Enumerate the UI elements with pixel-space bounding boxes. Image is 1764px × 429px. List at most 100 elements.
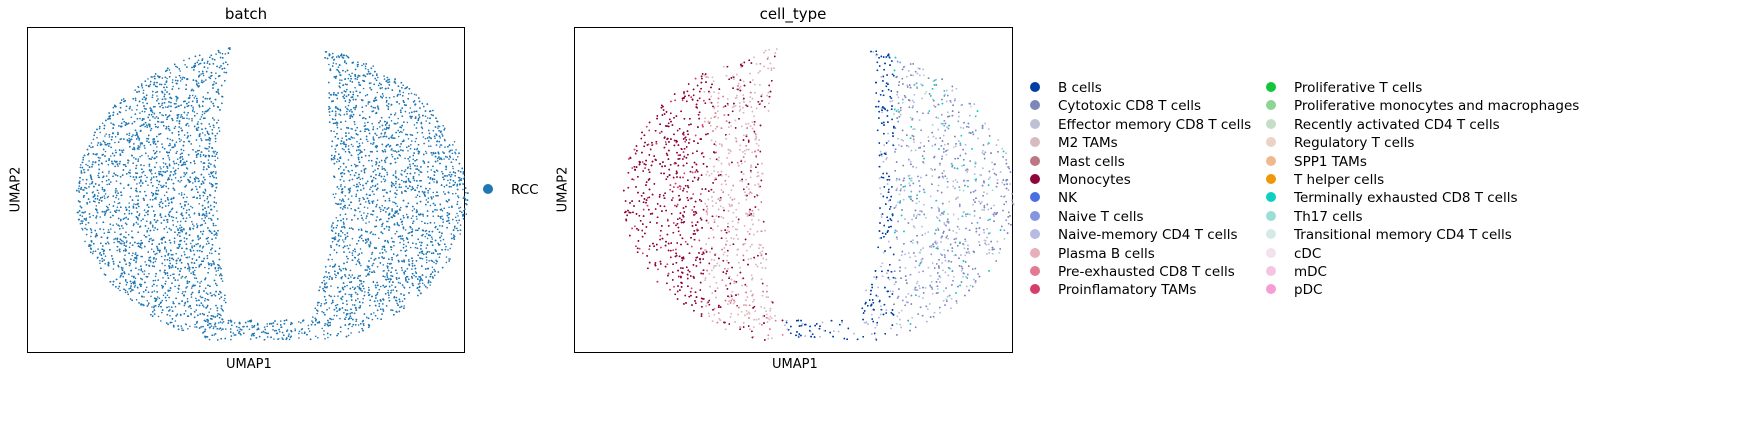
scatter-point xyxy=(365,217,368,219)
scatter-point xyxy=(105,205,108,208)
scatter-point xyxy=(187,125,190,127)
scatter-point xyxy=(82,220,84,222)
scatter-point xyxy=(174,320,177,322)
scatter-point xyxy=(363,149,366,151)
scatter-point xyxy=(144,125,146,128)
scatter-point xyxy=(115,223,118,225)
scatter-point xyxy=(415,215,418,218)
scatter-point xyxy=(343,312,345,314)
scatter-point xyxy=(117,202,119,205)
scatter-point xyxy=(392,289,395,291)
scatter-point xyxy=(99,131,101,134)
scatter-point xyxy=(341,147,344,150)
scatter-point xyxy=(182,329,185,332)
scatter-point xyxy=(419,282,421,285)
scatter-point xyxy=(409,165,412,167)
scatter-point xyxy=(381,225,383,228)
scatter-point xyxy=(225,328,227,330)
scatter-point xyxy=(381,166,384,168)
scatter-point xyxy=(396,302,398,305)
scatter-point xyxy=(273,330,276,332)
scatter-point xyxy=(99,216,101,218)
scatter-point xyxy=(167,187,170,190)
scatter-point xyxy=(307,324,310,327)
scatter-point xyxy=(175,141,178,143)
scatter-point xyxy=(162,162,165,164)
scatter-point xyxy=(371,165,374,167)
scatter-point xyxy=(168,163,171,165)
scatter-point xyxy=(358,142,361,145)
legend-marker-icon xyxy=(1030,82,1040,92)
scatter-point xyxy=(166,77,168,80)
scatter-point xyxy=(103,195,106,197)
scatter-point xyxy=(425,120,428,122)
scatter-point xyxy=(130,116,133,119)
scatter-point xyxy=(358,331,361,333)
scatter-point xyxy=(164,264,166,267)
scatter-point xyxy=(387,79,389,81)
legend-label: cDC xyxy=(1294,245,1322,262)
scatter-point xyxy=(428,260,431,262)
scatter-point xyxy=(164,106,167,108)
scatter-point xyxy=(112,106,115,109)
scatter-point xyxy=(365,201,367,203)
scatter-point xyxy=(378,237,380,239)
scatter-point xyxy=(213,234,215,236)
scatter-point xyxy=(465,191,467,194)
scatter-point xyxy=(344,267,347,270)
scatter-point xyxy=(450,185,453,188)
legend-label: SPP1 TAMs xyxy=(1294,153,1367,170)
scatter-point xyxy=(168,159,171,161)
scatter-point xyxy=(110,228,112,230)
scatter-point xyxy=(125,231,127,233)
scatter-point xyxy=(424,150,427,153)
scatter-point xyxy=(339,114,342,116)
scatter-point xyxy=(95,222,98,224)
scatter-point xyxy=(150,295,152,298)
scatter-point xyxy=(442,238,445,241)
scatter-point xyxy=(131,230,133,232)
scatter-point xyxy=(375,96,377,99)
legend-marker-icon xyxy=(1266,192,1276,203)
scatter-point xyxy=(341,137,344,139)
scatter-point xyxy=(408,93,410,95)
scatter-point xyxy=(376,134,378,136)
scatter-point xyxy=(413,100,416,102)
scatter-point xyxy=(335,193,337,195)
scatter-point xyxy=(193,225,195,227)
scatter-point xyxy=(175,252,177,255)
scatter-point xyxy=(137,85,139,88)
scatter-point xyxy=(337,295,339,297)
scatter-point xyxy=(208,252,211,254)
legend-item: Recently activated CD4 T cells xyxy=(1266,115,1500,135)
scatter-point xyxy=(122,149,125,151)
scatter-point xyxy=(117,198,120,200)
scatter-point xyxy=(381,245,384,248)
scatter-point xyxy=(452,158,455,161)
scatter-point xyxy=(207,200,210,203)
scatter-point xyxy=(141,110,144,113)
scatter-point xyxy=(94,250,97,252)
scatter-point xyxy=(154,123,157,126)
scatter-point xyxy=(192,249,195,252)
scatter-point xyxy=(200,116,203,118)
scatter-point xyxy=(399,155,402,157)
scatter-point xyxy=(353,288,356,291)
scatter-point xyxy=(402,227,405,230)
scatter-point xyxy=(168,69,171,71)
scatter-point xyxy=(87,164,89,167)
scatter-point xyxy=(217,322,220,324)
scatter-point xyxy=(180,127,182,129)
scatter-point xyxy=(359,210,361,213)
scatter-point xyxy=(344,195,347,197)
scatter-point xyxy=(136,109,138,111)
scatter-point xyxy=(393,244,395,247)
scatter-point xyxy=(364,94,367,97)
scatter-point xyxy=(164,98,166,100)
scatter-point xyxy=(351,274,354,276)
scatter-point xyxy=(410,144,412,146)
scatter-point xyxy=(434,270,437,273)
scatter-point xyxy=(212,327,215,330)
scatter-point xyxy=(376,127,379,130)
scatter-point xyxy=(181,327,183,330)
